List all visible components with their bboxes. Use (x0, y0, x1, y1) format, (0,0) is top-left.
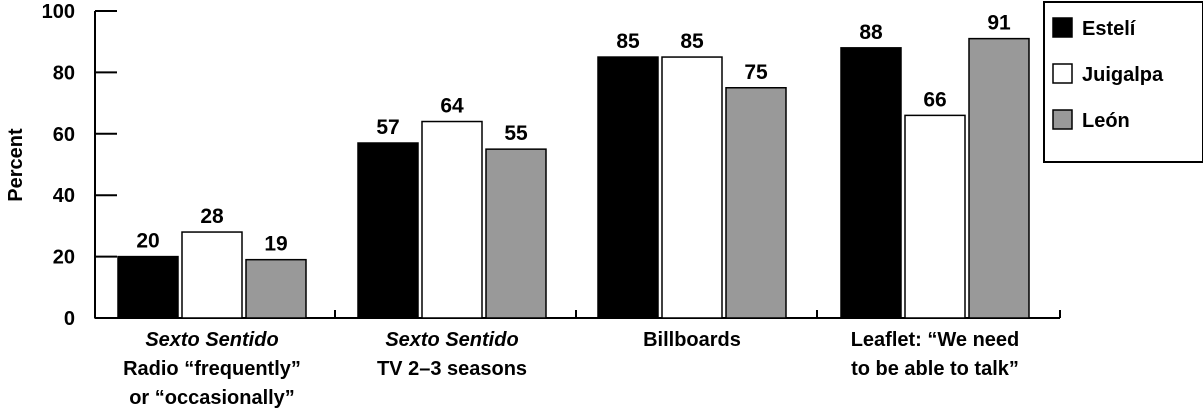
plot-area: 0 20 40 60 80 100 Percent 20 28 19 Sexto Sentido Ra… (5, 1, 1061, 409)
data-label: 88 (859, 21, 883, 44)
legend-swatch (1052, 63, 1073, 84)
legend-label: León (1082, 110, 1130, 132)
data-label: 75 (744, 61, 768, 84)
bar-esteli-0 (117, 255, 179, 319)
bar-juigalpa-1 (421, 120, 483, 319)
category-label: TV 2–3 seasons (377, 358, 527, 380)
data-label: 64 (440, 95, 464, 118)
y-tick-label: 80 (53, 62, 75, 84)
bar-leon-3 (968, 37, 1030, 319)
data-label: 85 (616, 30, 640, 53)
legend-swatch (1052, 17, 1073, 38)
bar-juigalpa-0 (181, 231, 243, 319)
legend: Estelí Juigalpa León (1043, 1, 1203, 163)
bar-juigalpa-2 (661, 56, 723, 319)
bar-esteli-3 (840, 47, 902, 319)
data-label: 55 (504, 122, 528, 145)
y-tick-label: 40 (53, 185, 75, 207)
bar-leon-1 (485, 148, 547, 319)
y-tick-label: 0 (64, 308, 75, 330)
data-label: 85 (680, 30, 704, 53)
category-label: to be able to talk” (851, 358, 1019, 380)
y-axis-title: Percent (5, 128, 27, 202)
data-label: 91 (987, 12, 1011, 35)
legend-swatch (1052, 109, 1073, 130)
category-label: Radio “frequently” (123, 358, 301, 380)
bar-esteli-1 (357, 142, 419, 319)
y-tick-label: 60 (53, 124, 75, 146)
bar-esteli-2 (597, 56, 659, 319)
data-label: 28 (200, 205, 224, 228)
bar-leon-2 (725, 87, 787, 319)
legend-label: Juigalpa (1082, 64, 1164, 86)
bar-juigalpa-3 (904, 114, 966, 319)
category-label: Sexto Sentido (145, 329, 278, 351)
category-label: Billboards (643, 329, 741, 351)
legend-label: Estelí (1082, 18, 1137, 40)
bar-leon-0 (245, 258, 307, 319)
data-label: 19 (264, 233, 287, 256)
category-label: Leaflet: “We need (851, 329, 1020, 351)
data-label: 20 (136, 230, 159, 253)
data-label: 57 (376, 116, 399, 139)
y-tick-label: 20 (53, 247, 75, 269)
category-label: or “occasionally” (129, 387, 295, 409)
y-tick-label: 100 (42, 1, 75, 23)
category-label: Sexto Sentido (385, 329, 518, 351)
data-label: 66 (923, 88, 946, 111)
